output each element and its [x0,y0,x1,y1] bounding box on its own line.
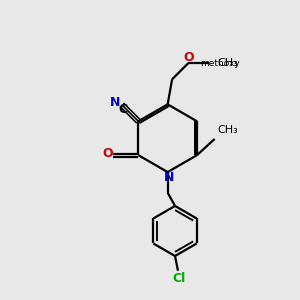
Text: C: C [118,103,128,116]
Text: CH₃: CH₃ [217,58,238,68]
Text: CH₃: CH₃ [218,125,239,135]
Text: N: N [164,171,174,184]
Text: N: N [110,96,120,109]
Text: Cl: Cl [173,272,186,285]
Text: methoxy: methoxy [200,58,240,68]
Text: O: O [102,147,113,160]
Text: O: O [183,51,194,64]
